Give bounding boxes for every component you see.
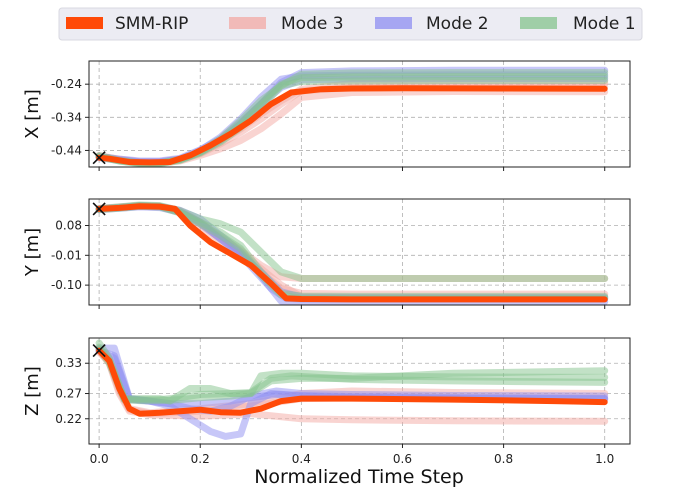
x-axis-label: Normalized Time Step: [254, 466, 464, 488]
legend-label-mode-3: Mode 3: [281, 14, 344, 34]
y-axis-label-y: Y [m]: [22, 228, 43, 277]
y-tick-label-x-1: -0.34: [51, 110, 82, 124]
y-tick-label-y-2: 0.08: [55, 219, 82, 233]
y-tick-label-z-2: 0.33: [55, 356, 82, 370]
y-axis-label-z: Z [m]: [22, 366, 43, 416]
start-marker-y: [92, 202, 106, 216]
y-tick-label-z-1: 0.27: [55, 387, 82, 401]
x-tick-label-3: 0.6: [393, 452, 412, 466]
x-tick-label-0: 0.0: [90, 452, 109, 466]
y-tick-label-z-0: 0.22: [55, 412, 82, 426]
series-line-smm-rip-z-0: [96, 347, 608, 417]
start-marker-x: [92, 151, 106, 165]
panel-x: -0.44 -0.34 -0.24 X [m]: [22, 60, 631, 171]
legend-label-mode-1: Mode 1: [573, 14, 636, 34]
x-tick-label-2: 0.4: [292, 452, 311, 466]
y-tick-label-x-2: -0.24: [51, 77, 82, 91]
x-tick-label-1: 0.2: [191, 452, 210, 466]
start-marker-z: [92, 344, 106, 358]
y-tick-label-y-1: -0.01: [51, 248, 82, 262]
legend-label-smm-rip: SMM-RIP: [115, 14, 188, 34]
panel-y: -0.10 -0.01 0.08 Y [m]: [22, 198, 631, 309]
y-axis-label-x: X [m]: [22, 89, 43, 139]
x-tick-label-5: 1.0: [595, 452, 614, 466]
y-tick-label-x-0: -0.44: [51, 143, 82, 157]
y-tick-label-y-0: -0.10: [51, 278, 82, 292]
x-tick-label-4: 0.8: [494, 452, 513, 466]
plot-frame-x: [88, 60, 631, 168]
plot-frame-y: [88, 198, 631, 306]
legend-label-mode-2: Mode 2: [426, 14, 489, 34]
plot-area-y: [89, 199, 630, 305]
legend-box: [58, 7, 643, 41]
legend: SMM-RIP Mode 3 Mode 2 Mode 1: [58, 7, 643, 41]
panel-z: 0.0 0.2 0.4 0.6 0.8 1.0 0.22 0.27 0.33 Z [m]: [22, 337, 631, 466]
plot-frame-z: [88, 337, 631, 445]
series-line-smm-rip-x-0: [96, 85, 608, 166]
series-line-smm-rip-y-0: [96, 203, 608, 303]
